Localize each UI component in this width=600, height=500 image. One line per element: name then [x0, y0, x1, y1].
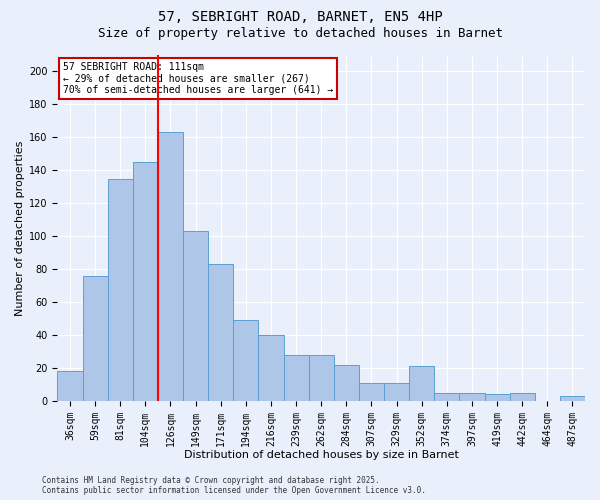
- Bar: [359, 382, 384, 401]
- Bar: [409, 366, 434, 401]
- Bar: [434, 392, 460, 401]
- Bar: [133, 162, 158, 401]
- Bar: [284, 354, 308, 401]
- Bar: [308, 354, 334, 401]
- Text: 57 SEBRIGHT ROAD: 111sqm
← 29% of detached houses are smaller (267)
70% of semi-: 57 SEBRIGHT ROAD: 111sqm ← 29% of detach…: [62, 62, 333, 95]
- Text: Contains HM Land Registry data © Crown copyright and database right 2025.
Contai: Contains HM Land Registry data © Crown c…: [42, 476, 426, 495]
- Bar: [208, 264, 233, 401]
- Bar: [233, 320, 259, 401]
- Text: 57, SEBRIGHT ROAD, BARNET, EN5 4HP: 57, SEBRIGHT ROAD, BARNET, EN5 4HP: [158, 10, 442, 24]
- Text: Size of property relative to detached houses in Barnet: Size of property relative to detached ho…: [97, 28, 503, 40]
- Bar: [460, 392, 485, 401]
- Bar: [158, 132, 183, 401]
- Bar: [107, 178, 133, 401]
- Bar: [334, 364, 359, 401]
- Bar: [509, 392, 535, 401]
- Bar: [560, 396, 585, 401]
- Y-axis label: Number of detached properties: Number of detached properties: [15, 140, 25, 316]
- Bar: [485, 394, 509, 401]
- Bar: [384, 382, 409, 401]
- Bar: [58, 371, 83, 401]
- Bar: [259, 335, 284, 401]
- X-axis label: Distribution of detached houses by size in Barnet: Distribution of detached houses by size …: [184, 450, 458, 460]
- Bar: [83, 276, 107, 401]
- Bar: [183, 231, 208, 401]
